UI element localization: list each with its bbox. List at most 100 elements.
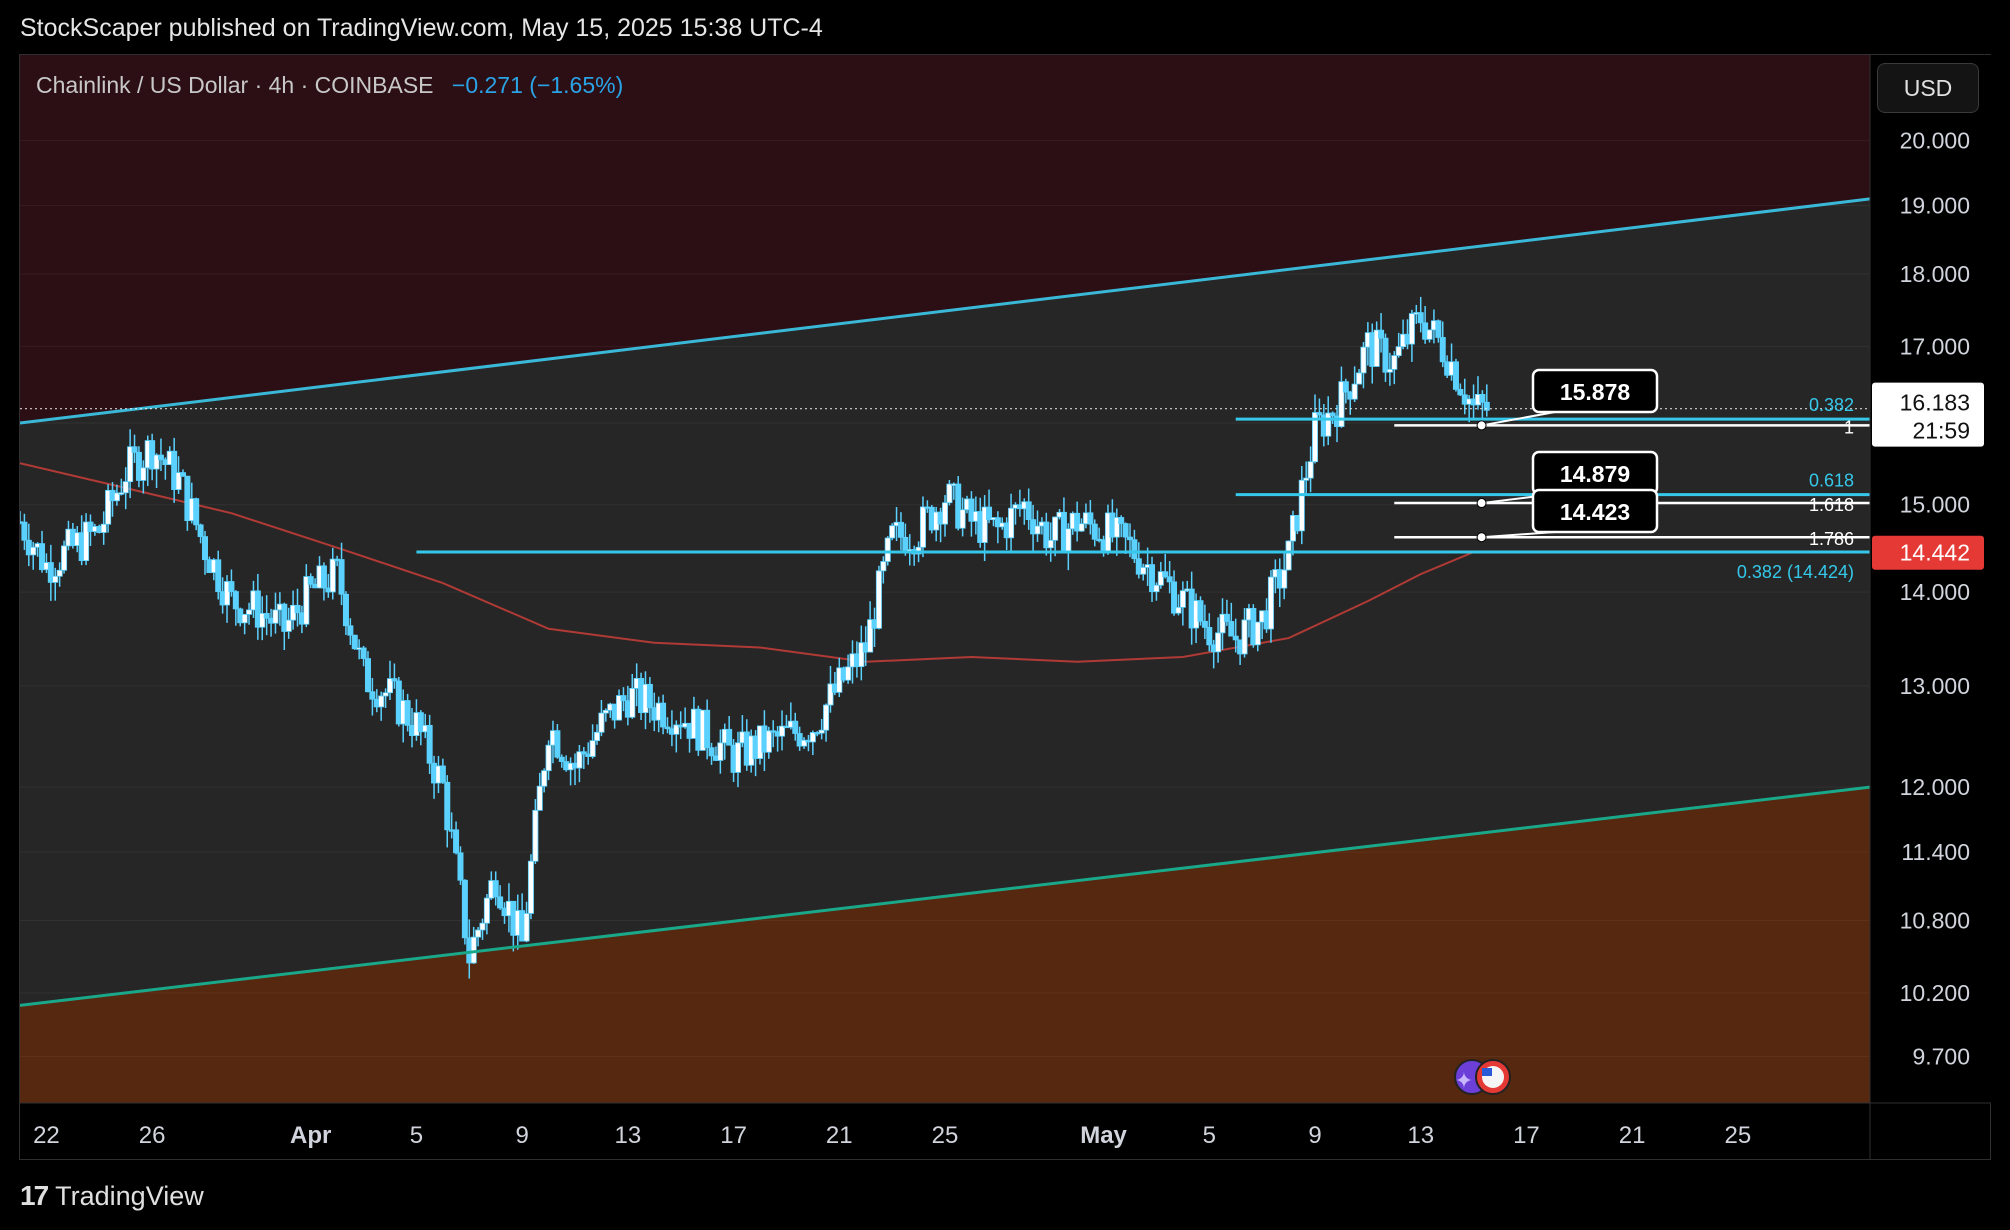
candle-body	[1175, 606, 1182, 614]
level-label: 1.618	[1809, 495, 1854, 515]
level-label: 0.382	[1809, 395, 1854, 415]
candle-body	[453, 829, 460, 854]
candle-body	[946, 483, 953, 504]
candle-body	[1254, 621, 1261, 646]
time-tick-label: 9	[1308, 1122, 1321, 1149]
candle-body	[919, 506, 926, 548]
candle-body	[1034, 525, 1041, 535]
candle-body	[254, 590, 261, 628]
candle-body	[21, 521, 28, 541]
candle-body	[527, 860, 534, 914]
candle-body	[796, 733, 803, 747]
candle-body	[845, 666, 852, 681]
publish-caption: StockScaper published on TradingView.com…	[20, 14, 823, 42]
candle-body	[1149, 564, 1156, 593]
candle-body	[942, 502, 949, 525]
candle-body	[884, 537, 891, 562]
candle-body	[1382, 337, 1389, 373]
candle-body	[382, 692, 389, 697]
time-tick-label: 17	[1513, 1122, 1540, 1149]
candle-body	[378, 695, 385, 708]
candle-body	[1378, 329, 1385, 339]
candle-body	[338, 559, 345, 595]
price-tick-label: 11.400	[1901, 839, 1970, 865]
price-tag-red	[1872, 535, 1984, 570]
candle-body	[122, 481, 129, 494]
price-tick-label: 18.000	[1900, 261, 1970, 287]
callout-box	[1531, 488, 1659, 534]
candle-body	[30, 546, 37, 556]
candle-body	[118, 492, 125, 495]
candle-body	[1241, 619, 1248, 655]
candle-body	[1043, 521, 1050, 549]
candle-body	[523, 913, 530, 942]
level-label: 1	[1844, 417, 1854, 437]
level-label: 1.786	[1809, 529, 1854, 549]
candle-body	[426, 724, 433, 764]
candle-body	[1047, 539, 1054, 549]
candle-body	[369, 691, 376, 700]
candle-body	[1435, 320, 1442, 338]
candle-body	[131, 446, 138, 453]
candle-body	[646, 683, 653, 709]
time-tick-label: 25	[1725, 1122, 1752, 1149]
price-tick-label: 19.000	[1900, 193, 1970, 219]
candle-body	[246, 609, 253, 615]
time-tick-label: Apr	[290, 1122, 331, 1149]
time-tick-label: 5	[1203, 1122, 1216, 1149]
candle-body	[497, 896, 504, 909]
candle-body	[1219, 613, 1226, 634]
candle-body	[364, 658, 371, 693]
candle-body	[986, 506, 993, 521]
price-tag-label: 14.442	[1900, 540, 1970, 566]
tradingview-brand[interactable]: 17 TradingView	[20, 1180, 204, 1212]
candle-body	[602, 709, 609, 714]
candle-body	[1316, 412, 1323, 416]
callout-anchor	[1476, 498, 1487, 509]
candle-body	[1201, 620, 1208, 628]
candle-body	[809, 732, 816, 743]
candle-body	[554, 730, 561, 758]
candle-body	[673, 724, 680, 735]
candle-body	[320, 565, 327, 589]
symbol-name: Chainlink / US Dollar · 4h · COINBASE	[36, 72, 434, 98]
candle-body	[1162, 571, 1169, 578]
candle-body	[351, 634, 358, 650]
moving-average-line	[20, 462, 1474, 663]
price-tick-label: 17.000	[1900, 333, 1970, 359]
current-price-label: 16.183	[1900, 390, 1970, 416]
current-price-tag	[1872, 382, 1984, 447]
candle-body	[1483, 401, 1490, 411]
candle-body	[259, 612, 266, 628]
candle-body	[1074, 512, 1081, 532]
candle-body	[717, 742, 724, 761]
candle-body	[1223, 613, 1230, 622]
currency-button[interactable]: USD	[1877, 63, 1979, 113]
candle-body	[307, 576, 314, 585]
candle-body	[303, 576, 310, 625]
candle-body	[1171, 581, 1178, 614]
candle-body	[39, 543, 46, 571]
candle-body	[875, 570, 882, 629]
candle-body	[889, 525, 896, 539]
time-tick-label: 13	[615, 1122, 642, 1149]
candle-body	[1135, 558, 1142, 575]
candle-body	[175, 472, 182, 490]
candle-body	[867, 619, 874, 653]
candle-body	[1206, 627, 1213, 646]
candle-body	[281, 603, 288, 632]
candle-body	[342, 593, 349, 627]
candle-body	[1113, 517, 1120, 538]
time-tick-label: 26	[139, 1122, 166, 1149]
time-tick-label: 21	[826, 1122, 853, 1149]
us-flag-canton	[1482, 1068, 1492, 1076]
candle-body	[779, 725, 786, 737]
candle-body	[1232, 635, 1239, 641]
candle-body	[1426, 329, 1433, 340]
candle-body	[704, 709, 711, 749]
candle-body	[1153, 584, 1160, 593]
tradingview-logo-icon: 17	[20, 1180, 49, 1211]
candle-body	[1329, 412, 1336, 417]
time-tick-label: 21	[1619, 1122, 1646, 1149]
